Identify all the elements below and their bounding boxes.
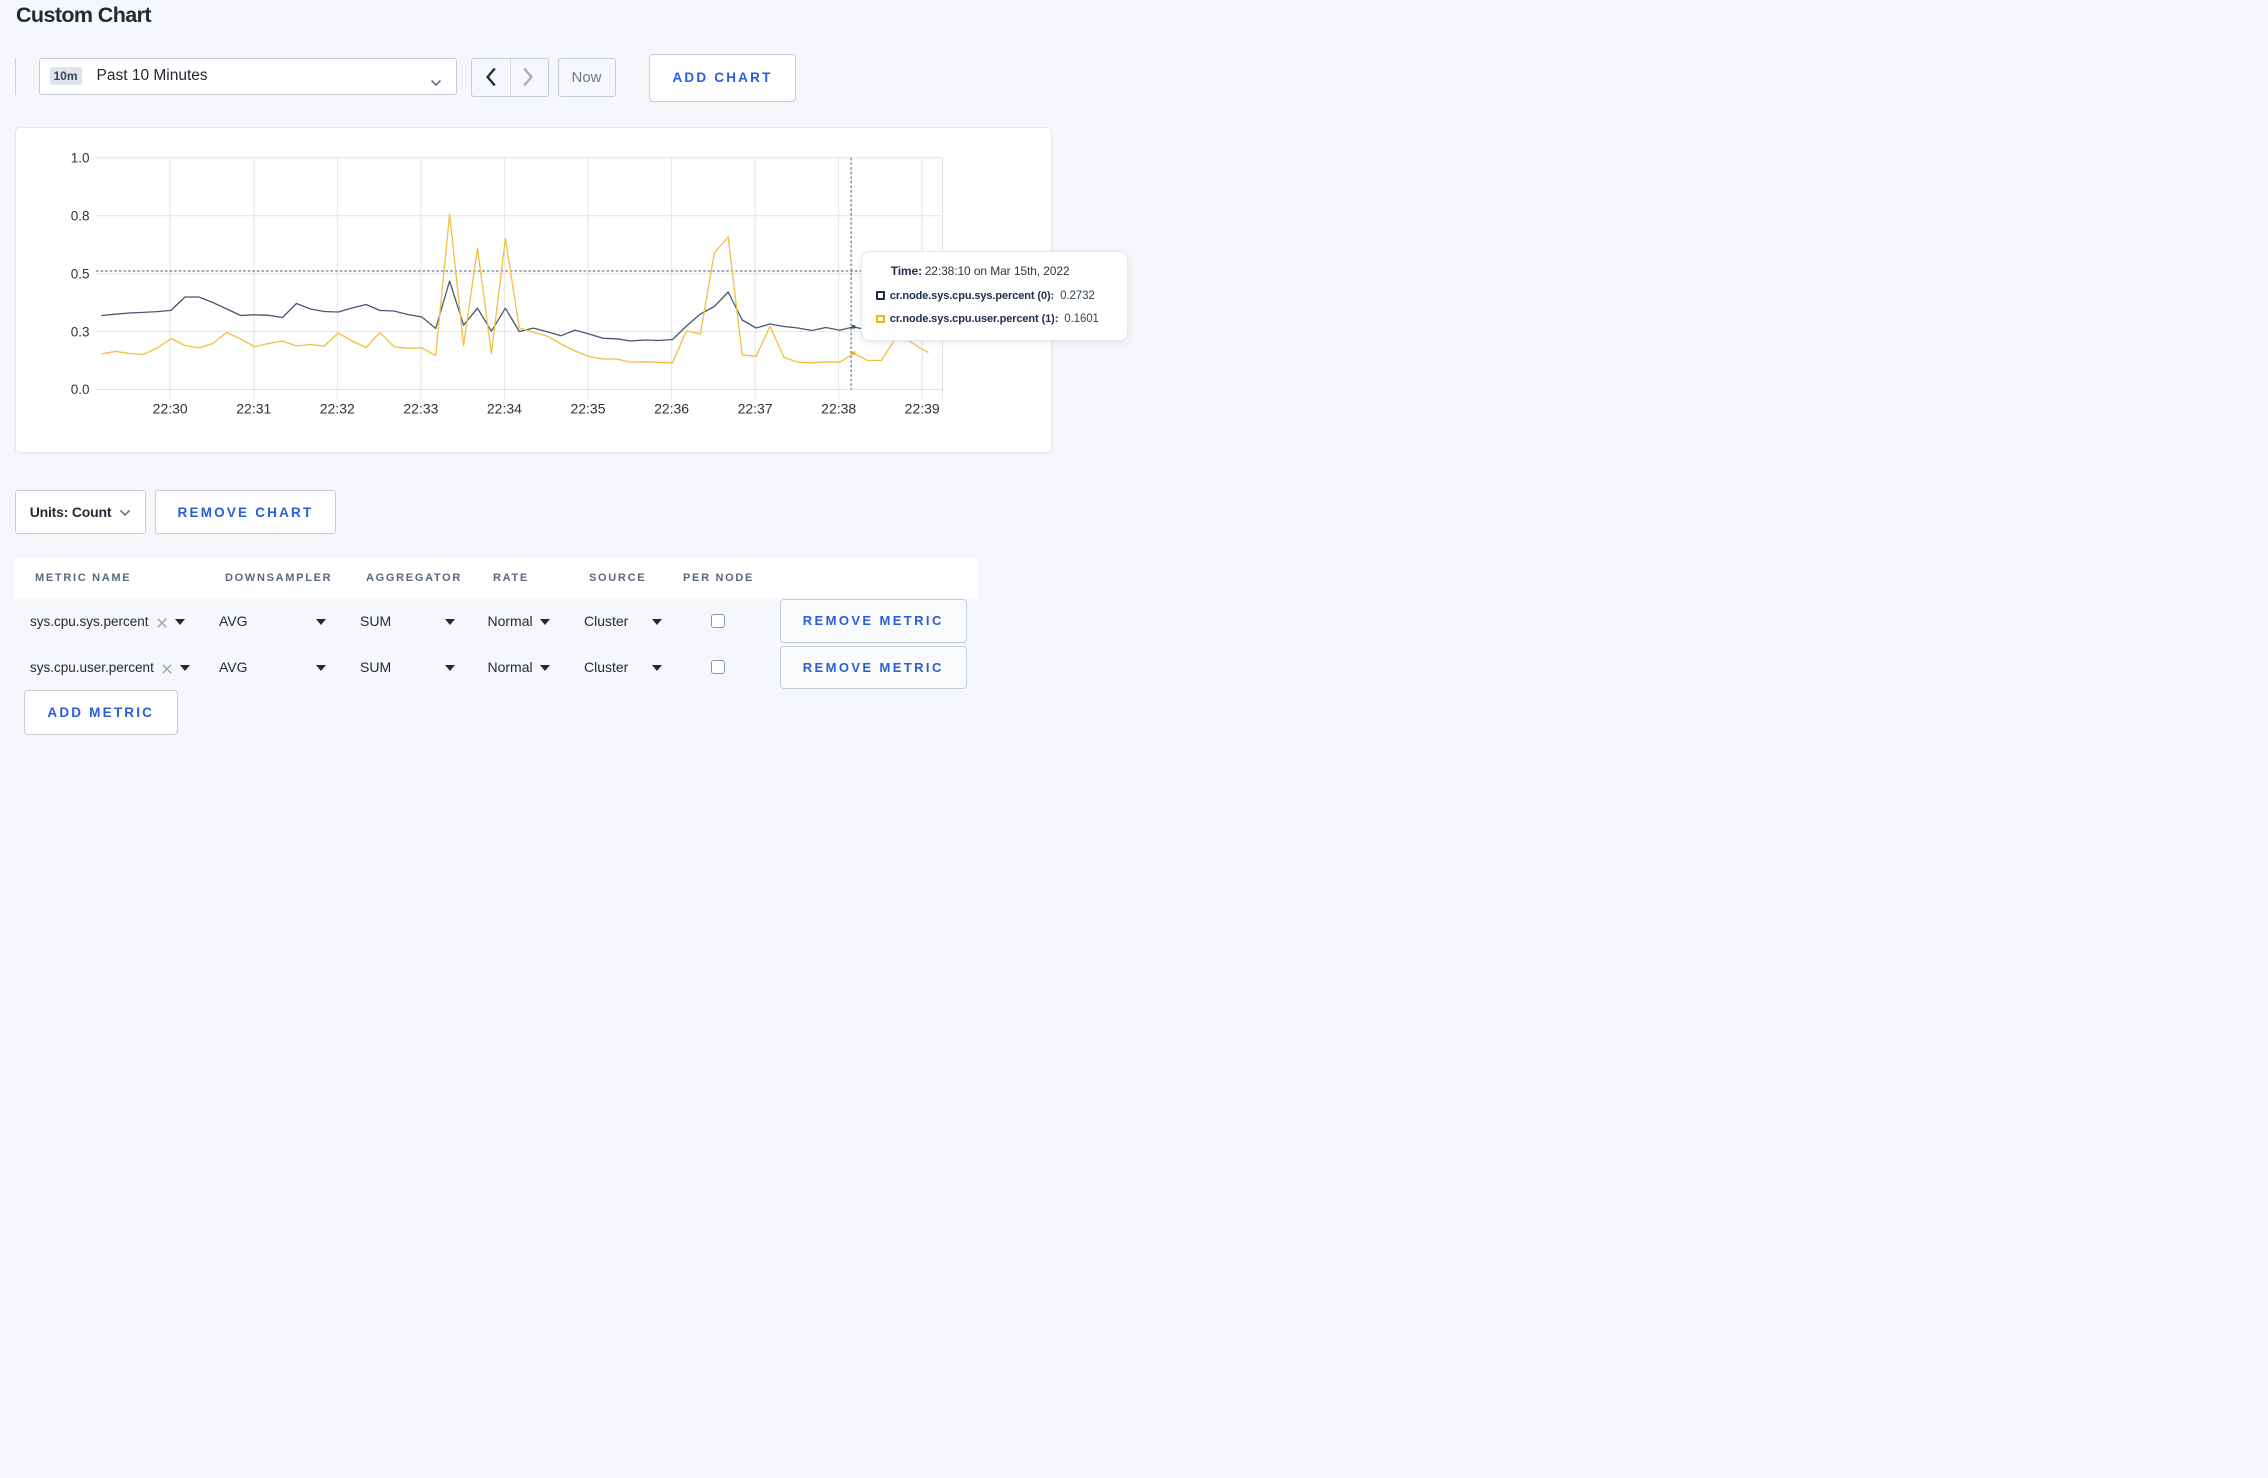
svg-text:0.8: 0.8 [71, 208, 90, 223]
svg-text:0.3: 0.3 [71, 324, 90, 339]
svg-text:22:31: 22:31 [236, 401, 271, 417]
svg-text:22:39: 22:39 [905, 401, 940, 417]
svg-text:22:35: 22:35 [570, 401, 605, 417]
svg-text:22:37: 22:37 [738, 401, 773, 417]
svg-text:22:36: 22:36 [654, 401, 689, 417]
svg-text:22:34: 22:34 [487, 401, 522, 417]
svg-text:1.0: 1.0 [71, 151, 90, 166]
svg-text:22:30: 22:30 [153, 401, 188, 417]
svg-text:0.5: 0.5 [71, 266, 90, 281]
svg-text:0.0: 0.0 [71, 382, 90, 397]
svg-text:22:32: 22:32 [320, 401, 355, 417]
svg-text:22:33: 22:33 [403, 401, 438, 417]
svg-text:22:38: 22:38 [821, 401, 856, 417]
